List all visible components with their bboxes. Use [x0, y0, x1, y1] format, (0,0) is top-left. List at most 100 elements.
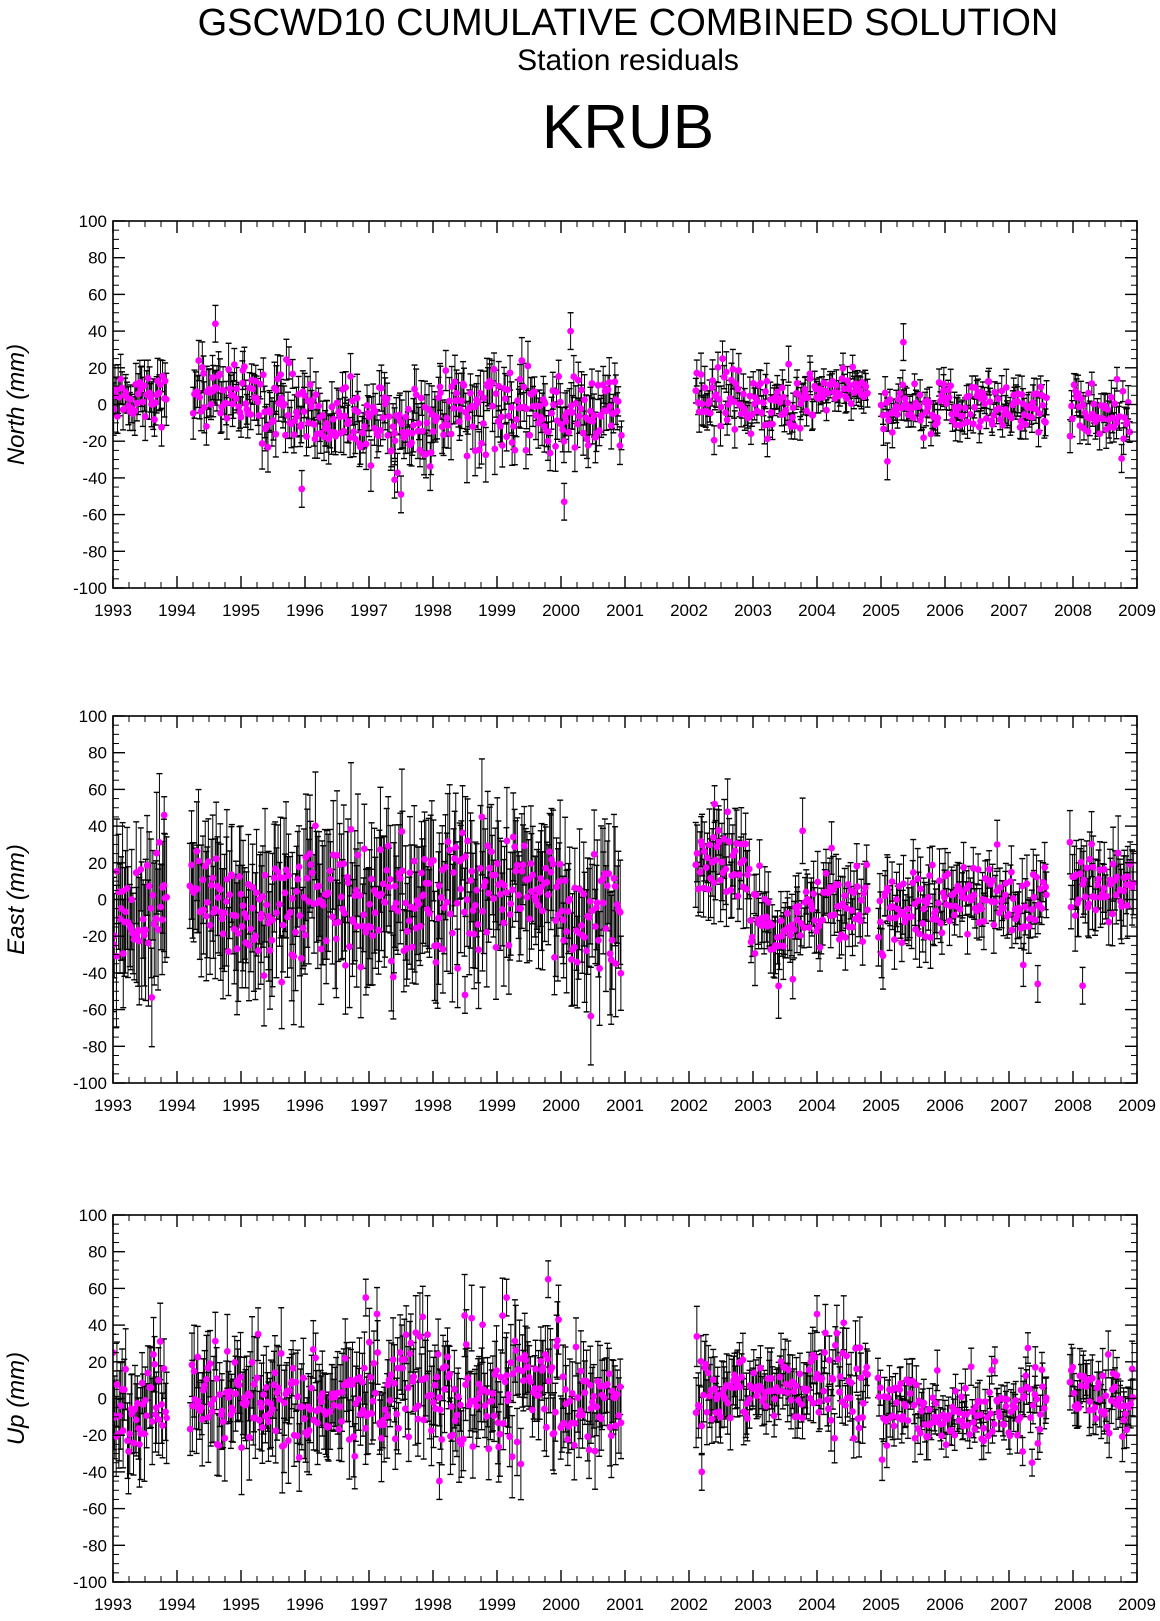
data-point	[916, 391, 924, 399]
data-point	[489, 402, 496, 410]
data-point	[784, 399, 792, 407]
data-point	[767, 409, 775, 416]
data-point	[423, 419, 431, 427]
data-point	[503, 433, 511, 441]
data-point	[416, 446, 424, 454]
data-point	[119, 406, 127, 414]
data-point	[371, 424, 378, 432]
data-point	[207, 400, 215, 408]
data-point	[1126, 428, 1134, 436]
data-point	[523, 405, 531, 413]
data-point	[480, 394, 488, 402]
data-point	[991, 388, 999, 396]
data-point	[588, 380, 596, 387]
data-point	[971, 403, 978, 411]
data-point	[560, 438, 568, 445]
y-tick-label: -60	[82, 506, 107, 525]
data-point	[269, 417, 277, 425]
x-tick-label: 2006	[926, 601, 964, 620]
data-point	[720, 373, 728, 381]
data-point	[725, 400, 732, 408]
data-point	[594, 381, 602, 389]
data-point	[501, 395, 509, 403]
data-point	[552, 442, 559, 450]
data-point	[1066, 432, 1074, 440]
data-point	[285, 359, 293, 367]
data-point	[475, 446, 483, 454]
data-point	[498, 413, 505, 421]
data-point	[990, 411, 998, 419]
data-point	[312, 391, 320, 399]
data-point	[391, 429, 398, 437]
data-point	[589, 417, 597, 425]
data-point	[809, 411, 817, 419]
data-point	[975, 423, 983, 431]
x-tick-label: 1994	[158, 601, 196, 620]
data-point	[778, 384, 786, 392]
data-point	[419, 427, 426, 435]
panel-1: 100 80 60 40 20 0 -20 -40 -60 -80 -100 1993 1994 1995…	[3, 212, 1156, 620]
data-point	[1020, 411, 1028, 419]
data-point	[488, 379, 496, 387]
data-point	[377, 384, 385, 392]
data-point	[981, 394, 988, 401]
data-point	[729, 365, 737, 373]
data-point	[162, 395, 170, 403]
data-point	[819, 393, 827, 401]
data-point	[451, 378, 459, 386]
data-point	[1119, 387, 1127, 395]
data-point	[217, 409, 225, 417]
data-point	[133, 399, 141, 407]
data-point	[282, 431, 289, 439]
data-point	[605, 378, 613, 386]
y-tick-label: 80	[88, 249, 107, 268]
data-point	[301, 392, 309, 399]
data-point	[565, 428, 573, 436]
data-point	[697, 371, 705, 378]
data-point	[158, 423, 165, 431]
data-series	[113, 304, 1134, 521]
data-point	[113, 405, 118, 413]
data-point	[1120, 435, 1127, 443]
data-point	[458, 397, 466, 405]
data-point	[959, 412, 966, 420]
data-point	[219, 386, 227, 394]
data-point	[820, 379, 828, 387]
data-point	[495, 382, 503, 390]
data-point	[429, 428, 437, 435]
data-point	[926, 399, 934, 406]
data-point	[510, 422, 517, 430]
data-point	[203, 422, 210, 430]
data-point	[194, 388, 201, 396]
data-point	[574, 376, 582, 384]
data-point	[498, 442, 506, 449]
data-point	[1123, 419, 1131, 426]
data-point	[785, 360, 793, 368]
data-point	[356, 443, 364, 451]
data-point	[1107, 393, 1115, 401]
data-point	[1077, 395, 1085, 403]
data-point	[371, 407, 379, 415]
data-point	[379, 414, 387, 422]
data-point	[966, 410, 974, 418]
data-point	[578, 386, 585, 394]
data-point	[885, 416, 892, 424]
data-point	[1085, 389, 1092, 397]
data-point	[114, 412, 121, 420]
chart-subtitle: Station residuals	[517, 44, 739, 77]
data-point	[518, 357, 526, 364]
data-point	[901, 395, 909, 403]
data-point	[374, 432, 382, 440]
data-point	[235, 403, 243, 411]
data-point	[467, 389, 474, 397]
data-point	[562, 417, 570, 425]
data-point	[546, 449, 554, 457]
y-tick-label: 100	[79, 212, 107, 231]
data-point	[398, 420, 406, 428]
data-point	[308, 397, 316, 404]
data-point	[994, 395, 1002, 403]
data-point	[325, 435, 333, 443]
data-point	[1068, 402, 1075, 410]
